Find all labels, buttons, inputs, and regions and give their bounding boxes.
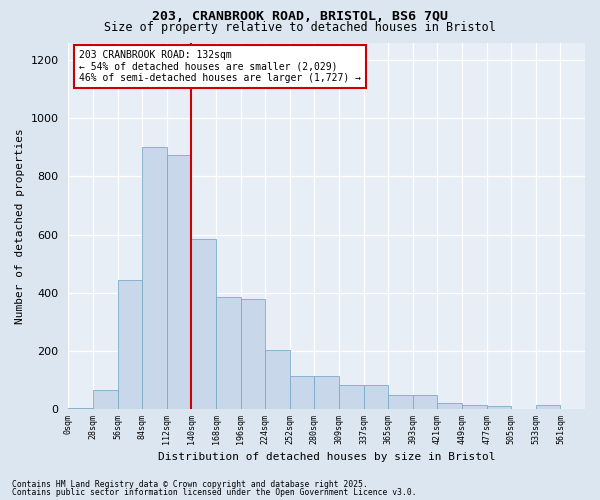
- Text: 203, CRANBROOK ROAD, BRISTOL, BS6 7QU: 203, CRANBROOK ROAD, BRISTOL, BS6 7QU: [152, 10, 448, 23]
- Bar: [462, 405, 487, 409]
- Text: Size of property relative to detached houses in Bristol: Size of property relative to detached ho…: [104, 22, 496, 35]
- Bar: [339, 384, 364, 409]
- X-axis label: Distribution of detached houses by size in Bristol: Distribution of detached houses by size …: [158, 452, 496, 462]
- Bar: [93, 390, 118, 409]
- Text: Contains HM Land Registry data © Crown copyright and database right 2025.: Contains HM Land Registry data © Crown c…: [12, 480, 368, 489]
- Bar: [118, 280, 142, 409]
- Bar: [142, 148, 167, 410]
- Text: 203 CRANBROOK ROAD: 132sqm
← 54% of detached houses are smaller (2,029)
46% of s: 203 CRANBROOK ROAD: 132sqm ← 54% of deta…: [79, 50, 361, 83]
- Bar: [536, 405, 560, 409]
- Bar: [364, 384, 388, 409]
- Bar: [68, 408, 93, 410]
- Text: Contains public sector information licensed under the Open Government Licence v3: Contains public sector information licen…: [12, 488, 416, 497]
- Y-axis label: Number of detached properties: Number of detached properties: [15, 128, 25, 324]
- Bar: [265, 350, 290, 410]
- Bar: [241, 298, 265, 410]
- Bar: [413, 394, 437, 409]
- Bar: [314, 376, 339, 410]
- Bar: [191, 239, 216, 410]
- Bar: [167, 154, 191, 410]
- Bar: [290, 376, 314, 410]
- Bar: [388, 394, 413, 409]
- Bar: [216, 297, 241, 410]
- Bar: [487, 406, 511, 409]
- Bar: [437, 403, 462, 409]
